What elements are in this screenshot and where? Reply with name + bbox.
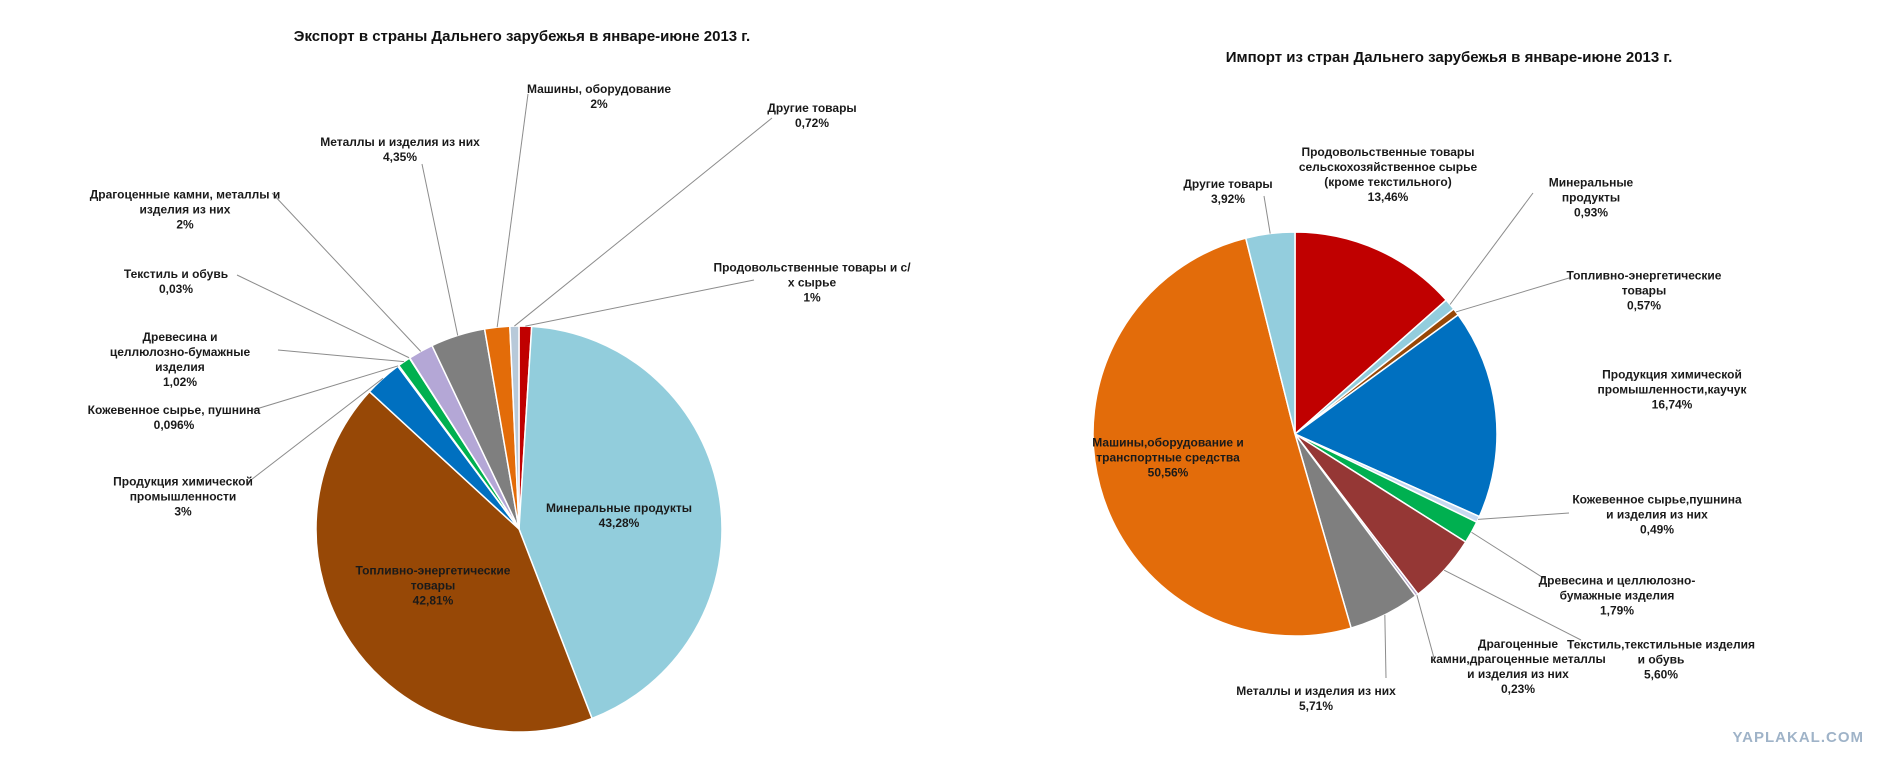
value-label: 0,93%: [1573, 205, 1609, 220]
pie-slice: [518, 325, 723, 720]
category-label: Текстиль,текстильные изделия и обувь: [1567, 637, 1755, 667]
category-label: Металлы и изделия из них: [320, 135, 480, 149]
value-label: 42,81%: [412, 593, 454, 608]
category-label: Продовольственные товары и с/х сырье: [713, 260, 911, 290]
slice-label: Драгоценные камни, металлы и изделия из …: [80, 188, 290, 233]
slice-label: Кожевенное сырье,пушнина и изделия из ни…: [1567, 493, 1747, 538]
value-label: 2%: [176, 217, 194, 232]
category-label: Машины,оборудование и транспортные средс…: [1092, 435, 1244, 465]
slice-label: Другие товары 3,92%: [1173, 177, 1283, 207]
value-label: 13,46%: [1367, 190, 1409, 204]
category-label: Минеральные продукты: [1548, 175, 1634, 205]
leader-line: [1263, 195, 1271, 234]
slice-label: Кожевенное сырье, пушнина 0,096%: [79, 403, 269, 433]
category-label: Древесина и целлюлозно-бумажные изделия: [1538, 573, 1696, 603]
value-label: 5,60%: [1643, 667, 1679, 682]
value-label: 2%: [590, 97, 608, 111]
value-label: 16,74%: [1651, 397, 1693, 412]
value-label: 43,28%: [598, 516, 640, 530]
slice-label: Металлы и изделия из них 4,35%: [315, 135, 485, 165]
category-label: Другие товары: [767, 101, 857, 115]
slice-label: Топливно-энергетические товары 42,81%: [353, 564, 513, 609]
pie-slice: [1092, 237, 1353, 637]
slice-label: Продукция химической промышленности,кауч…: [1592, 368, 1752, 413]
category-label: Металлы и изделия из них: [1236, 684, 1396, 698]
slice-label: Металлы и изделия из них 5,71%: [1226, 684, 1406, 714]
category-label: Древесина и целлюлозно-бумажные изделия: [109, 330, 251, 374]
value-label: 1,02%: [162, 375, 198, 389]
category-label: Топливно-энергетические товары: [1566, 268, 1722, 298]
leader-line: [1471, 531, 1546, 580]
category-label: Кожевенное сырье,пушнина и изделия из ни…: [1572, 492, 1742, 522]
slice-label: Древесина и целлюлозно-бумажные изделия 1…: [1537, 574, 1697, 619]
leader-line: [1455, 277, 1570, 313]
category-label: Текстиль и обувь: [123, 267, 229, 281]
leader-line: [421, 163, 459, 336]
pie-slice: [315, 390, 593, 733]
value-label: 3%: [174, 504, 192, 519]
value-label: 5,71%: [1298, 699, 1334, 713]
watermark: YAPLAKAL.COM: [1732, 729, 1864, 746]
leader-line: [271, 192, 422, 352]
value-label: 0,72%: [794, 116, 830, 130]
leader-line: [496, 93, 529, 328]
slice-label: Драгоценные камни,драгоценные металлы и …: [1428, 637, 1608, 697]
category-label: Машины, оборудование: [526, 82, 672, 96]
category-label: Драгоценные камни, металлы и изделия из …: [89, 187, 281, 217]
leader-line: [1443, 569, 1582, 641]
slice-label: Текстиль,текстильные изделия и обувь 5,60…: [1566, 638, 1756, 683]
value-label: 1,79%: [1599, 603, 1635, 618]
category-label: Драгоценные камни,драгоценные металлы и …: [1430, 637, 1606, 681]
value-label: 3,92%: [1210, 192, 1246, 206]
slice-label: Другие товары 0,72%: [752, 101, 872, 131]
category-label: Топливно-энергетические товары: [355, 563, 511, 593]
category-label: Кожевенное сырье, пушнина: [87, 403, 261, 417]
value-label: 1%: [803, 290, 821, 305]
value-label: 0,49%: [1639, 522, 1675, 537]
slice-label: Продовольственные товары и с/х сырье 1%: [712, 261, 912, 306]
chart-title: Импорт из стран Дальнего зарубежья в янв…: [1225, 49, 1673, 66]
leader-line: [1449, 192, 1534, 305]
slice-label: Машины,оборудование и транспортные средс…: [1088, 436, 1248, 481]
slice-label: Топливно-энергетические товары 0,57%: [1564, 269, 1724, 314]
pie-slice: [1293, 313, 1498, 518]
value-label: 0,23%: [1500, 682, 1536, 696]
value-label: 0,096%: [153, 418, 195, 432]
value-label: 0,57%: [1626, 298, 1662, 313]
leader-line: [1416, 594, 1435, 659]
leader-line: [514, 117, 773, 327]
category-label: Минеральные продукты: [545, 501, 693, 515]
leader-line: [246, 377, 384, 484]
slice-label: Минеральные продукты 43,28%: [544, 501, 694, 531]
pie-slice: [1294, 231, 1448, 436]
category-label: Продовольственные товары сельскохозяйств…: [1298, 145, 1478, 189]
leader-line: [236, 274, 410, 359]
slice-label: Древесина и целлюлозно-бумажные изделия 1…: [105, 330, 255, 390]
leader-line: [1384, 614, 1387, 679]
value-label: 4,35%: [382, 150, 418, 164]
leader-line: [277, 349, 405, 363]
category-label: Продукция химической промышленности,кауч…: [1597, 367, 1747, 397]
value-label: 50,56%: [1147, 465, 1189, 480]
leader-line: [525, 279, 755, 327]
slice-label: Машины, оборудование 2%: [514, 82, 684, 112]
chart-title: Экспорт в страны Дальнего зарубежья в ян…: [293, 28, 751, 45]
category-label: Другие товары: [1183, 177, 1273, 191]
pie-slice: [1244, 231, 1296, 435]
leader-line: [1478, 512, 1570, 520]
slice-label: Минеральные продукты 0,93%: [1521, 176, 1661, 221]
value-label: 0,03%: [158, 282, 194, 296]
leader-line: [252, 365, 399, 411]
slice-label: Продовольственные товары сельскохозяйств…: [1288, 145, 1488, 205]
slice-label: Продукция химической промышленности 3%: [108, 475, 258, 520]
slice-label: Текстиль и обувь 0,03%: [116, 267, 236, 297]
category-label: Продукция химической промышленности: [113, 474, 253, 504]
